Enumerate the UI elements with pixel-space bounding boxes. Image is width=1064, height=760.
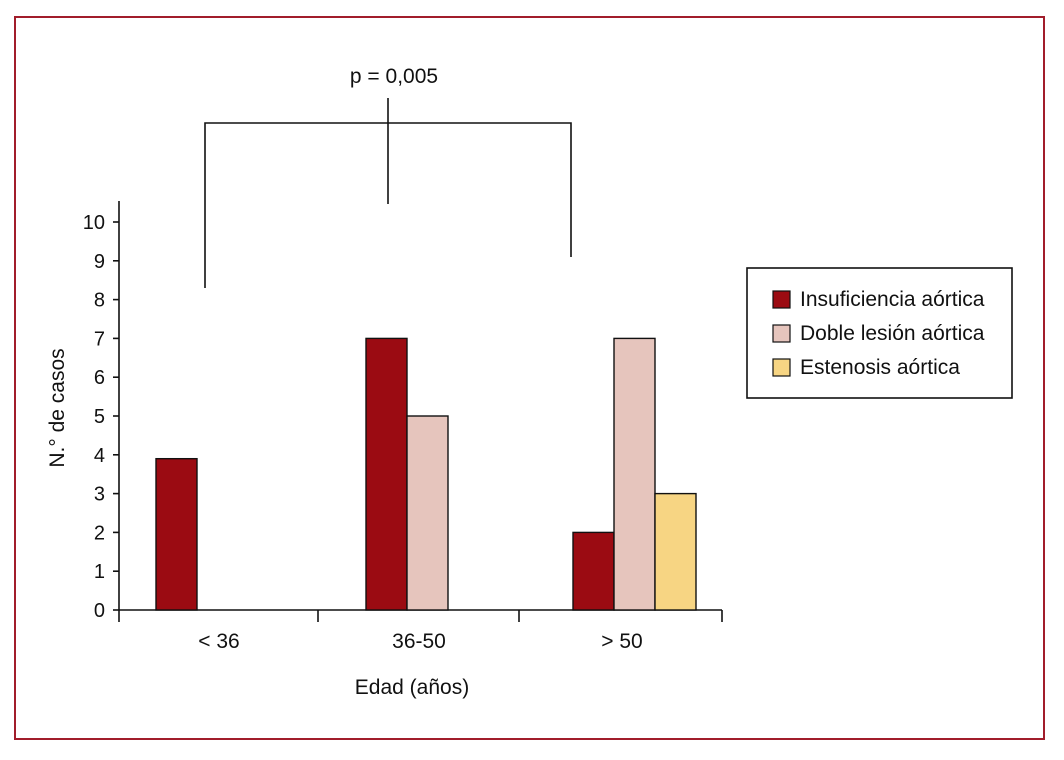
y-tick-label: 0 <box>94 600 105 622</box>
y-tick-label: 2 <box>94 522 105 544</box>
bar-chart: 0 1 2 3 4 5 6 7 8 9 10 < 36 36-50 > 50 p = 0,005 Eda… <box>46 65 1013 699</box>
legend: Insuficiencia aórtica Doble lesión aórtic… <box>746 267 1013 399</box>
x-tick-label: 36-50 <box>392 630 446 653</box>
y-tick-label: 8 <box>94 290 105 312</box>
p-value-annotation: p = 0,005 <box>350 65 438 88</box>
legend-label: Estenosis aórtica <box>800 356 960 379</box>
y-axis-label: N.° de casos <box>46 348 69 467</box>
x-ticks: < 36 36-50 > 50 <box>118 610 723 653</box>
y-tick-label: 9 <box>94 251 105 273</box>
legend-box <box>746 267 1013 399</box>
legend-label: Insuficiencia aórtica <box>800 288 985 311</box>
bar <box>613 337 656 611</box>
x-tick-label: < 36 <box>198 630 239 653</box>
significance-bracket <box>204 98 572 288</box>
x-axis-label: Edad (años) <box>355 676 469 699</box>
y-ticks: 0 1 2 3 4 5 6 7 8 9 10 <box>83 212 119 622</box>
y-tick-label: 3 <box>94 484 105 506</box>
x-tick-label: > 50 <box>601 630 642 653</box>
y-tick-label: 4 <box>94 445 105 467</box>
bar <box>365 337 408 611</box>
legend-swatch <box>772 324 791 343</box>
y-tick-label: 1 <box>94 561 105 583</box>
legend-swatch <box>772 290 791 309</box>
figure-frame: 0 1 2 3 4 5 6 7 8 9 10 < 36 36-50 > 50 p = 0,005 Eda… <box>14 16 1045 740</box>
y-tick-label: 7 <box>94 328 105 350</box>
legend-label: Doble lesión aórtica <box>800 322 985 345</box>
bars <box>155 337 697 611</box>
y-tick-label: 6 <box>94 367 105 389</box>
bar <box>406 415 449 611</box>
y-tick-label: 10 <box>83 212 105 234</box>
bar <box>654 492 697 611</box>
bar <box>155 457 198 611</box>
legend-swatch <box>772 358 791 377</box>
y-tick-label: 5 <box>94 406 105 428</box>
bar <box>572 531 615 611</box>
